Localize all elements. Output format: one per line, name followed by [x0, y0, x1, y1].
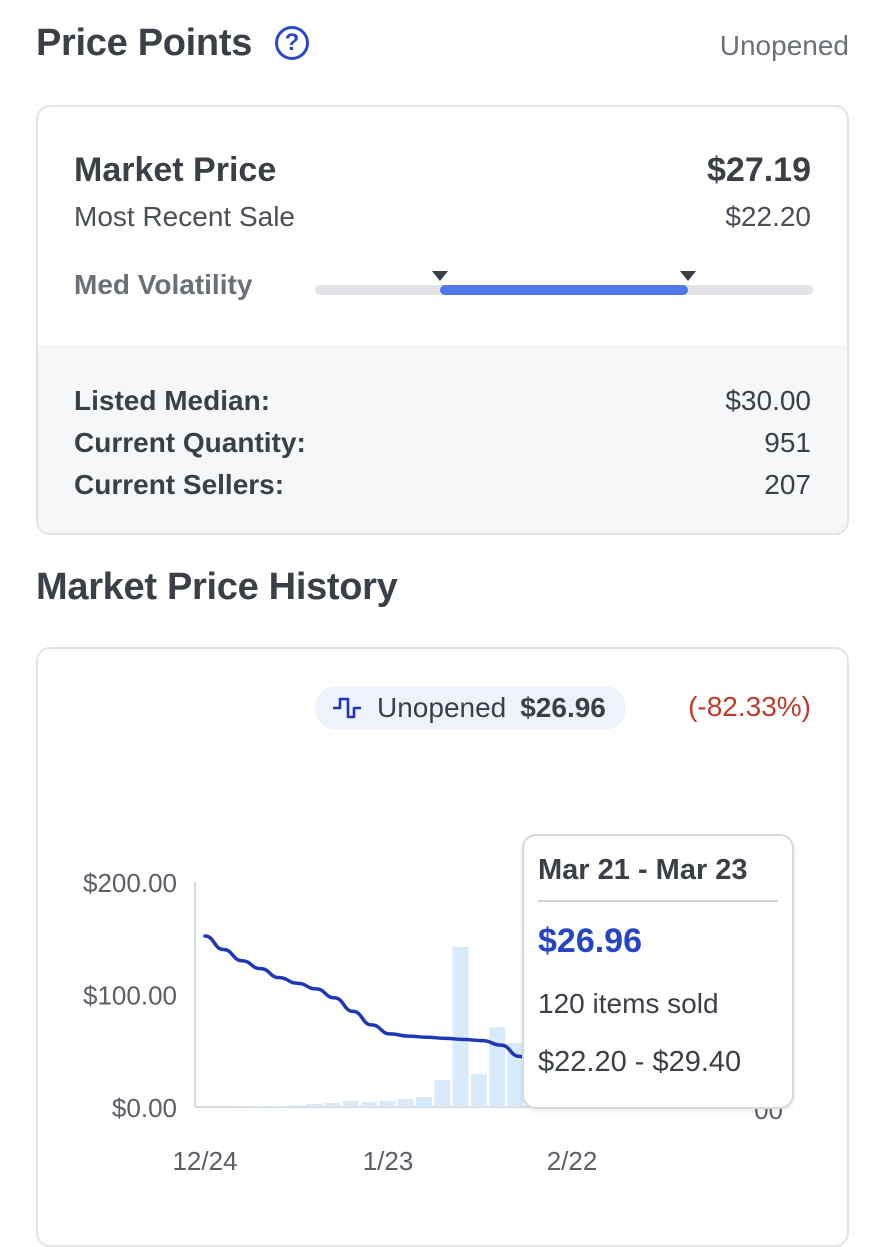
stat-row-listed-median: Listed Median: $30.00	[74, 385, 811, 417]
y-tick-label: $0.00	[112, 1093, 177, 1123]
stats-section	[38, 345, 847, 533]
market-price-row: Market Price $27.19	[74, 151, 811, 190]
price-card: Market Price $27.19 Most Recent Sale $22…	[36, 105, 849, 535]
volatility-high-marker-icon	[680, 271, 696, 281]
volume-bar	[434, 1080, 451, 1107]
tooltip-divider	[538, 900, 778, 902]
y-tick-label: $100.00	[83, 981, 177, 1011]
step-line-icon	[333, 697, 361, 719]
x-tick-label: 12/24	[172, 1146, 237, 1176]
volume-bar	[233, 1106, 249, 1107]
volume-bar	[306, 1104, 323, 1107]
volume-bar	[361, 1102, 378, 1107]
tooltip-date-range: Mar 21 - Mar 23	[538, 854, 748, 886]
tooltip-price-range: $22.20 - $29.40	[538, 1046, 742, 1078]
stat-label: Current Sellers:	[74, 469, 285, 500]
help-icon[interactable]: ?	[275, 26, 309, 60]
volume-bar	[507, 1043, 524, 1107]
legend-price: $26.96	[520, 692, 606, 723]
price-change-percent: (-82.33%)	[688, 691, 811, 722]
section-title: Market Price History	[36, 566, 398, 608]
volume-bar	[416, 1097, 432, 1107]
y-tick-label: $200.00	[83, 868, 177, 898]
volume-bar	[287, 1105, 304, 1107]
volume-bar	[269, 1106, 286, 1107]
recent-sale-label: Most Recent Sale	[74, 201, 295, 232]
stat-label: Listed Median:	[74, 385, 271, 416]
chart-tooltip: Mar 21 - Mar 23 $26.96 120 items sold $2…	[522, 834, 794, 1109]
volume-bar	[452, 947, 469, 1107]
stat-row-current-sellers: Current Sellers: 207	[74, 469, 811, 501]
chart-card: Unopened $26.96 (-82.33%) $200.00 $100.00…	[36, 647, 849, 1247]
volume-bar	[379, 1101, 396, 1107]
x-tick-label: 2/22	[547, 1146, 598, 1176]
condition-label: Unopened	[719, 30, 849, 61]
tooltip-items-sold: 120 items sold	[538, 988, 719, 1019]
x-tick-label: 1/23	[363, 1146, 414, 1176]
recent-sale-row: Most Recent Sale $22.20	[74, 201, 811, 233]
volume-bar	[397, 1099, 414, 1107]
volatility-range	[440, 285, 688, 295]
recent-sale-value: $22.20	[725, 201, 811, 232]
volume-bar	[489, 1027, 506, 1107]
volatility-meter	[315, 271, 813, 295]
market-price-value: $27.19	[707, 151, 811, 189]
legend-name: Unopened	[377, 692, 507, 723]
volatility-label: Med Volatility	[74, 269, 253, 300]
volume-bar	[324, 1103, 341, 1107]
stat-row-current-quantity: Current Quantity: 951	[74, 427, 811, 459]
volatility-low-marker-icon	[432, 271, 448, 281]
stat-value: $30.00	[725, 385, 811, 416]
market-price-label: Market Price	[74, 151, 277, 189]
tooltip-price: $26.96	[538, 922, 642, 960]
stat-value: 951	[764, 427, 811, 458]
page-title: Price Points	[36, 22, 253, 64]
volume-bar	[342, 1101, 359, 1107]
volume-bar	[251, 1106, 268, 1107]
stat-label: Current Quantity:	[74, 427, 306, 458]
volume-bar	[470, 1074, 487, 1107]
legend-item[interactable]: Unopened $26.96	[315, 686, 626, 730]
stat-value: 207	[764, 469, 811, 500]
